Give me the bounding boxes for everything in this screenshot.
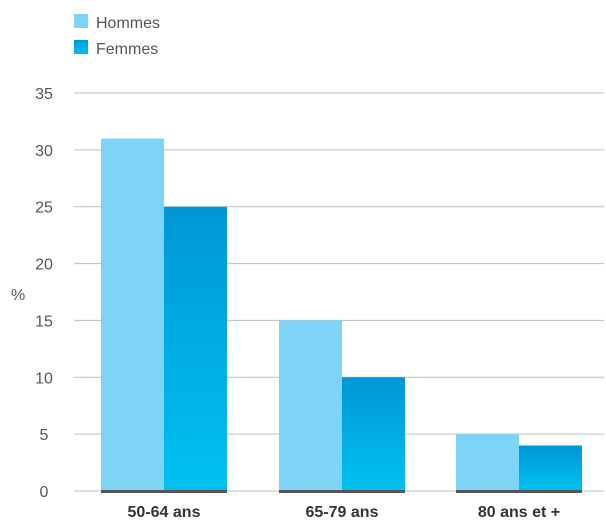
bars: [101, 138, 582, 491]
legend-label-femmes: Femmes: [96, 41, 158, 58]
legend-swatch-hommes: [74, 14, 88, 28]
y-tick-label-20: 20: [35, 257, 53, 274]
y-tick-labels: 0 5 10 15 20 25 30 35: [35, 86, 53, 501]
category-baseline-1: [279, 490, 405, 493]
bar-hommes-0: [101, 138, 164, 491]
y-tick-label-15: 15: [35, 313, 53, 330]
x-tick-labels: 50-64 ans 65-79 ans 80 ans et +: [128, 504, 561, 521]
category-baseline-2: [456, 490, 582, 493]
x-tick-label-0: 50-64 ans: [128, 504, 201, 521]
y-tick-label-30: 30: [35, 143, 53, 160]
y-tick-label-5: 5: [40, 427, 49, 444]
x-tick-label-1: 65-79 ans: [306, 504, 379, 521]
legend-label-hommes: Hommes: [96, 15, 160, 32]
legend-swatch-femmes: [74, 40, 88, 54]
bar-femmes-0: [164, 206, 227, 491]
y-axis-label: %: [11, 287, 25, 304]
category-baseline-0: [101, 490, 227, 493]
bar-hommes-1: [279, 320, 342, 491]
category-baselines: [101, 490, 582, 493]
bar-femmes-1: [342, 377, 405, 491]
y-tick-label-35: 35: [35, 86, 53, 103]
legend: Hommes Femmes: [74, 14, 160, 58]
bar-hommes-2: [456, 434, 519, 491]
y-tick-label-25: 25: [35, 200, 53, 217]
y-tick-label-0: 0: [40, 484, 49, 501]
bar-femmes-2: [519, 445, 582, 491]
y-tick-label-10: 10: [35, 370, 53, 387]
x-tick-label-2: 80 ans et +: [478, 504, 560, 521]
